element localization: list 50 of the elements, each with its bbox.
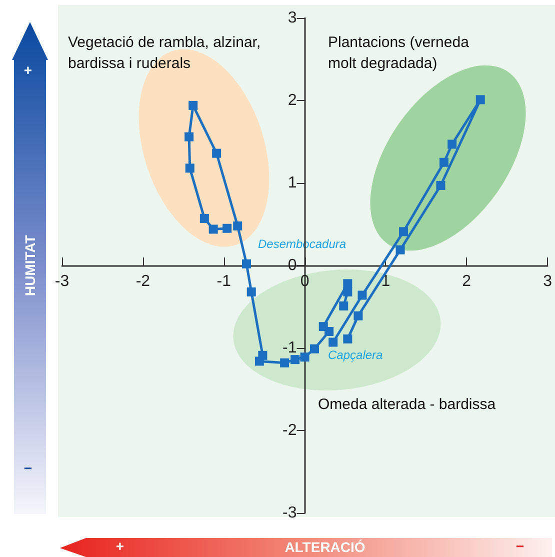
x-tick-label: -2: [136, 273, 150, 290]
point: [436, 180, 446, 190]
point: [242, 259, 252, 268]
y-tick-label: 3: [288, 10, 297, 26]
point: [439, 158, 448, 167]
point: [258, 350, 268, 360]
point: [246, 287, 256, 296]
point: [188, 100, 198, 110]
annotation: Vegetació de rambla, alzinar, bardissa i ruderals: [68, 34, 265, 72]
point: [328, 338, 338, 347]
point: [343, 279, 352, 288]
annotation: Plantacions (verneda molt degradada): [328, 34, 474, 72]
y-tick-label: 2: [288, 92, 297, 109]
y-tick-label: -1: [282, 340, 297, 356]
point: [222, 224, 232, 233]
x-tick-label: 2: [462, 273, 472, 290]
y-axis-title: HUMITAT: [22, 235, 38, 296]
point: [290, 355, 300, 364]
point: [399, 227, 408, 236]
point: [280, 358, 290, 368]
point: [185, 164, 194, 173]
y-tick-label: -3: [282, 504, 297, 522]
point: [184, 132, 194, 142]
point: [324, 327, 334, 336]
point: [476, 95, 485, 104]
point: [343, 334, 352, 344]
point: [358, 290, 367, 300]
point: [300, 352, 310, 362]
point: [343, 287, 352, 296]
text: −: [22, 460, 34, 476]
annotation: Capçalera: [328, 348, 384, 362]
point: [354, 311, 363, 320]
y-tick-label: -2: [282, 422, 297, 439]
x-tick-label: 3: [543, 273, 552, 290]
point: [448, 140, 457, 149]
y-tick-label: 1: [288, 174, 297, 192]
x-axis-title: ALTERACIÓ: [284, 539, 366, 555]
point: [310, 344, 319, 354]
text: +: [22, 62, 34, 78]
point: [339, 301, 348, 310]
point: [233, 221, 242, 230]
text: +: [114, 538, 126, 554]
text: −: [514, 538, 526, 554]
point: [212, 148, 222, 158]
x-tick-label: -3: [54, 273, 70, 290]
annotation: Omeda alterada - bardissa: [318, 396, 496, 413]
x-tick-label: -1: [216, 273, 232, 290]
point: [200, 214, 209, 223]
point: [396, 245, 405, 254]
point: [208, 224, 218, 234]
